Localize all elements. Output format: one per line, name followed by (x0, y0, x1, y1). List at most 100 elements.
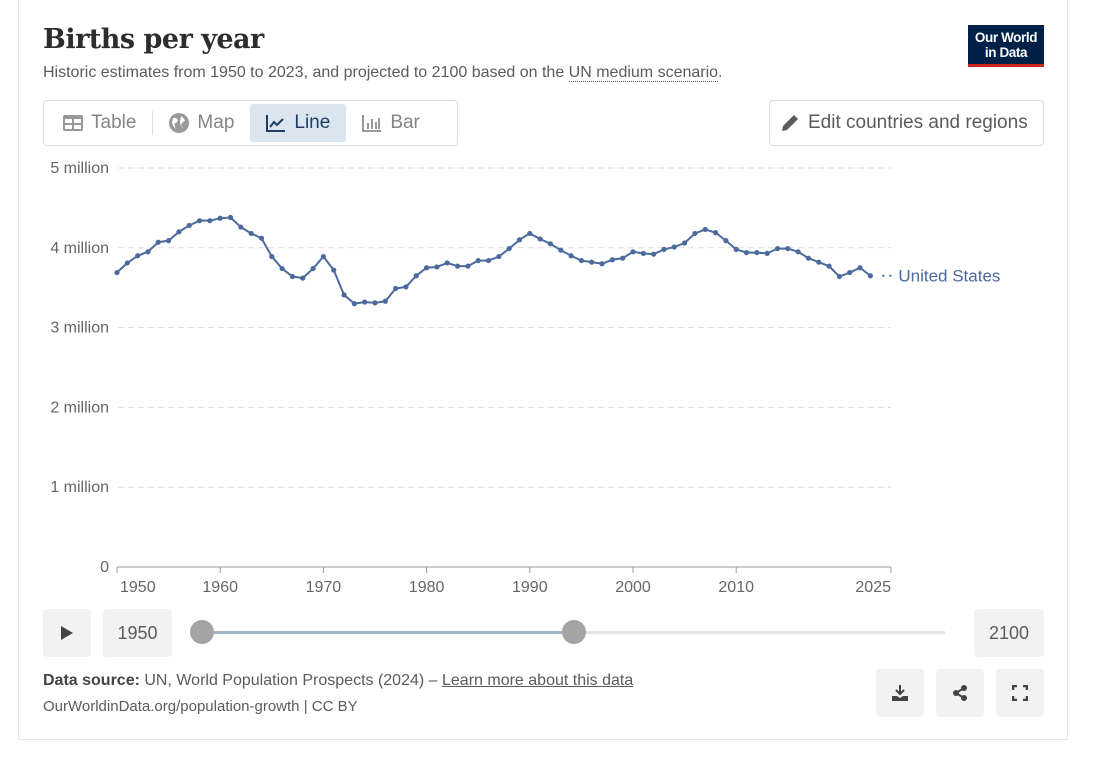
tab-table[interactable]: Table (47, 104, 152, 142)
data-point (258, 235, 265, 241)
data-point (702, 226, 708, 233)
data-point (196, 218, 203, 224)
pencil-icon (782, 115, 798, 131)
data-point (712, 230, 719, 236)
tab-line[interactable]: Line (250, 104, 347, 142)
data-point (578, 257, 585, 264)
data-point (485, 257, 492, 264)
bar-chart-icon (362, 115, 382, 132)
series-line (116, 216, 871, 305)
tab-divider (152, 111, 154, 135)
data-point (723, 238, 729, 244)
globe-icon (169, 113, 190, 133)
data-point (764, 250, 770, 256)
data-point (805, 255, 812, 261)
data-point (599, 261, 605, 267)
data-point (310, 265, 316, 272)
tab-map[interactable]: Map (153, 104, 250, 142)
data-source: Data source: UN, World Population Prospe… (43, 672, 633, 690)
source-text: UN, World Population Prospects (2024) – (139, 672, 442, 689)
data-point (217, 215, 223, 221)
chart-title: Births per year (43, 24, 264, 55)
source-url[interactable]: OurWorldinData.org/population-growth | C… (43, 698, 358, 715)
start-year-box[interactable]: 1950 (103, 609, 172, 657)
data-point (362, 299, 368, 305)
data-point (341, 292, 347, 298)
data-point (774, 245, 781, 252)
chart-subtitle: Historic estimates from 1950 to 2023, an… (43, 64, 723, 82)
data-point (743, 249, 750, 256)
data-point (527, 230, 533, 237)
data-point (475, 257, 481, 264)
data-point (135, 253, 141, 259)
data-point (351, 301, 357, 307)
timeline-start-handle[interactable] (190, 620, 214, 644)
y-tick-label: 2 million (50, 399, 109, 416)
data-point (516, 237, 523, 243)
tab-label: Bar (390, 112, 420, 133)
data-point (857, 265, 863, 271)
data-point (506, 245, 512, 252)
data-point (300, 275, 306, 281)
data-point (867, 273, 873, 279)
data-point (609, 257, 615, 263)
data-point (166, 238, 172, 244)
data-point (114, 269, 120, 276)
owid-logo[interactable]: Our World in Data (968, 25, 1044, 67)
series-label: United States (898, 267, 1000, 286)
line-chart-icon (266, 115, 286, 132)
tab-label: Line (294, 112, 331, 133)
data-point (434, 264, 440, 270)
logo-line1: Our World (974, 30, 1038, 45)
download-icon (892, 685, 908, 701)
timeline-end-handle[interactable] (561, 620, 586, 644)
fullscreen-icon (1012, 685, 1028, 701)
data-point (176, 229, 182, 235)
data-point (454, 263, 461, 269)
data-point (640, 250, 646, 256)
x-tick-label: 1970 (306, 579, 342, 596)
data-point (661, 246, 667, 252)
data-point (372, 300, 378, 306)
play-button[interactable] (43, 609, 91, 657)
x-tick-label: 1980 (409, 579, 445, 596)
edit-button-label: Edit countries and regions (808, 112, 1028, 133)
data-point (682, 240, 688, 246)
data-point (816, 259, 822, 265)
data-point (393, 285, 399, 292)
fullscreen-button[interactable] (996, 669, 1044, 717)
view-tabs: Table Map Line Bar (43, 100, 458, 146)
x-tick-label: 2000 (615, 579, 651, 596)
data-point (692, 230, 698, 237)
data-point (733, 246, 739, 252)
download-button[interactable] (876, 669, 924, 717)
x-tick-label: 1950 (120, 579, 156, 596)
data-point (620, 255, 626, 261)
tab-bar[interactable]: Bar (346, 104, 436, 142)
edit-countries-button[interactable]: Edit countries and regions (769, 100, 1044, 146)
subtitle-end: . (718, 64, 723, 81)
data-point (547, 241, 554, 247)
data-point (537, 236, 543, 242)
data-point (465, 263, 471, 269)
data-point (238, 224, 244, 230)
end-year-box[interactable]: 2100 (974, 609, 1044, 657)
data-point (826, 263, 832, 269)
source-label: Data source: (43, 672, 140, 689)
data-point (227, 214, 234, 221)
un-scenario-link[interactable]: UN medium scenario (568, 64, 719, 82)
tab-label: Map (197, 112, 235, 133)
data-point (145, 249, 151, 255)
y-tick-label: 4 million (50, 240, 109, 257)
data-point (568, 253, 574, 259)
x-tick-label: 1960 (202, 579, 238, 596)
chart-card (18, 0, 1068, 740)
data-point (785, 245, 791, 252)
data-point (124, 260, 130, 266)
data-point (558, 247, 564, 253)
share-button[interactable] (936, 669, 984, 717)
data-point (186, 222, 192, 229)
timeline-selected-range[interactable] (202, 631, 574, 634)
data-point (589, 259, 595, 265)
learn-more-link[interactable]: Learn more about this data (442, 672, 634, 689)
